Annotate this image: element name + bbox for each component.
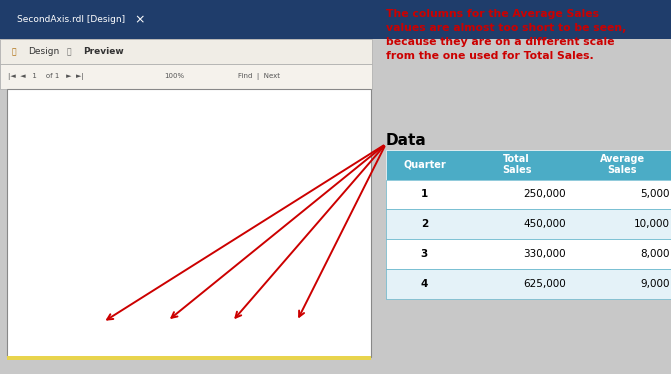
- Text: 330,000: 330,000: [523, 249, 566, 259]
- Text: SecondAxis.rdl [Design]: SecondAxis.rdl [Design]: [17, 15, 125, 24]
- Text: 🖌: 🖌: [12, 47, 17, 56]
- Text: Average
Sales: Average Sales: [600, 154, 645, 175]
- Text: 5,000: 5,000: [640, 190, 670, 199]
- Text: 100%: 100%: [164, 73, 185, 79]
- Text: Preview: Preview: [83, 47, 124, 56]
- Bar: [222, 321, 243, 324]
- Text: The columns for the Average Sales
values are almost too short to be seen,
becaus: The columns for the Average Sales values…: [386, 9, 626, 61]
- Text: 📄: 📄: [67, 47, 72, 56]
- Text: 4: 4: [421, 279, 428, 289]
- Text: |◄  ◄   1    of 1   ►  ►|: |◄ ◄ 1 of 1 ► ►|: [8, 73, 84, 80]
- Bar: [157, 321, 178, 324]
- Text: 450,000: 450,000: [523, 220, 566, 229]
- Text: 2: 2: [421, 220, 428, 229]
- Text: 9,000: 9,000: [640, 279, 670, 289]
- Text: Design: Design: [28, 47, 60, 56]
- Text: Total
Sales: Total Sales: [502, 154, 531, 175]
- Text: 1: 1: [421, 190, 428, 199]
- Bar: [72, 259, 93, 324]
- Bar: [137, 207, 157, 324]
- Bar: [266, 161, 287, 324]
- Text: 10,000: 10,000: [633, 220, 670, 229]
- Text: Quarter: Quarter: [403, 160, 446, 169]
- Title: Total Sales vs. Average Sales: Total Sales vs. Average Sales: [99, 101, 280, 111]
- Bar: [287, 321, 307, 324]
- Text: 250,000: 250,000: [523, 190, 566, 199]
- Text: 3: 3: [421, 249, 428, 259]
- Text: Data: Data: [386, 133, 427, 148]
- Text: 625,000: 625,000: [523, 279, 566, 289]
- Y-axis label: Thousands of Dollars: Thousands of Dollars: [23, 176, 32, 264]
- Legend: Total Sales, Average Sales: Total Sales, Average Sales: [246, 118, 321, 145]
- Text: 8,000: 8,000: [640, 249, 670, 259]
- Bar: [93, 322, 113, 324]
- Bar: [201, 238, 222, 324]
- Text: ×: ×: [134, 13, 145, 26]
- Text: Find  |  Next: Find | Next: [238, 73, 280, 80]
